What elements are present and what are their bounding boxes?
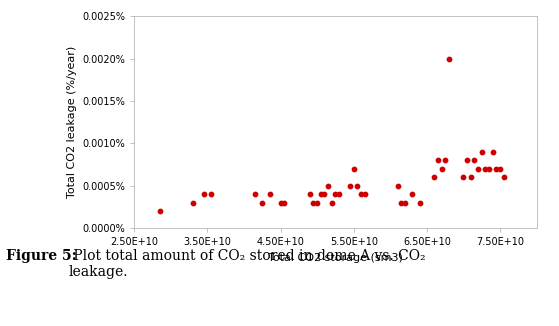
X-axis label: Total CO2 storage (sm3): Total CO2 storage (sm3) — [268, 253, 403, 263]
Point — [466, 175, 475, 180]
Point — [320, 192, 329, 197]
Point — [316, 192, 325, 197]
Point — [188, 200, 197, 205]
Point — [492, 166, 501, 171]
Text: Figure 5:: Figure 5: — [6, 248, 77, 262]
Point — [470, 158, 479, 163]
Point — [331, 192, 340, 197]
Point — [433, 158, 442, 163]
Point — [349, 166, 358, 171]
Point — [444, 56, 453, 61]
Point — [430, 175, 439, 180]
Point — [327, 200, 336, 205]
Point — [324, 183, 333, 188]
Point — [345, 183, 354, 188]
Point — [206, 192, 215, 197]
Point — [265, 192, 274, 197]
Point — [357, 192, 366, 197]
Point — [397, 200, 406, 205]
Point — [440, 158, 449, 163]
Point — [488, 149, 497, 155]
Point — [353, 183, 362, 188]
Y-axis label: Total CO2 leakage (%/year): Total CO2 leakage (%/year) — [67, 46, 77, 199]
Point — [305, 192, 314, 197]
Point — [280, 200, 288, 205]
Point — [477, 149, 486, 155]
Text: Plot total amount of CO₂ stored in dome A vs. CO₂
leakage.: Plot total amount of CO₂ stored in dome … — [69, 248, 425, 279]
Point — [473, 166, 482, 171]
Point — [485, 166, 494, 171]
Point — [258, 200, 267, 205]
Point — [312, 200, 321, 205]
Point — [408, 192, 416, 197]
Point — [463, 158, 472, 163]
Point — [499, 175, 508, 180]
Point — [400, 200, 409, 205]
Point — [437, 166, 446, 171]
Point — [250, 192, 259, 197]
Point — [335, 192, 344, 197]
Point — [459, 175, 468, 180]
Point — [393, 183, 402, 188]
Point — [309, 200, 318, 205]
Point — [415, 200, 424, 205]
Point — [199, 192, 208, 197]
Point — [360, 192, 369, 197]
Point — [276, 200, 285, 205]
Point — [155, 209, 164, 214]
Point — [496, 166, 505, 171]
Point — [481, 166, 490, 171]
